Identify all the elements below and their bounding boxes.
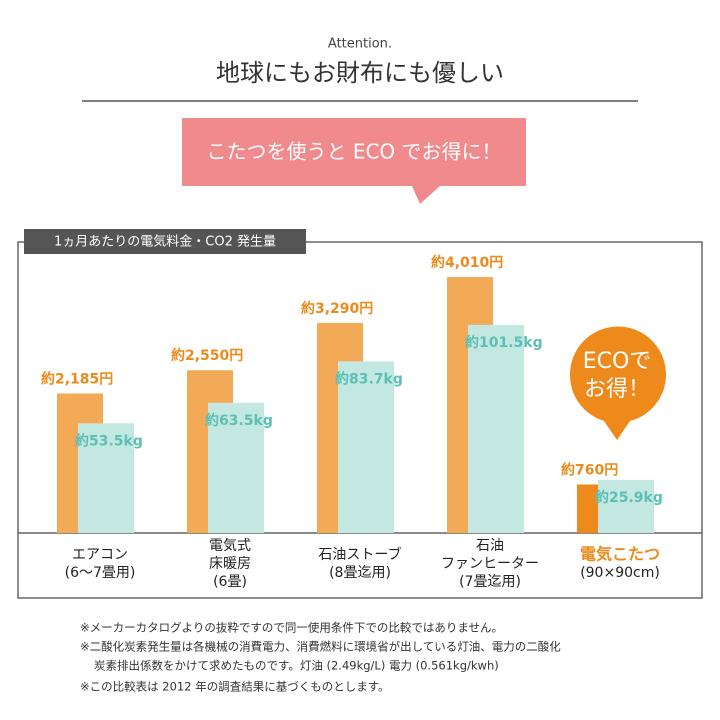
kicker: Attention. (328, 37, 392, 52)
value-label: 約53.5kg (75, 432, 143, 449)
bar (208, 402, 264, 533)
category-label: (8畳迄用) (329, 565, 391, 581)
bar (598, 479, 654, 533)
headline: 地球にもお財布にも優しい (216, 59, 504, 87)
category-label: エアコン (72, 547, 128, 563)
banner (182, 118, 526, 204)
value-label: 約2,550円 (171, 347, 243, 364)
category-label: 石油 (476, 538, 504, 554)
category-label: 電気式 (209, 538, 251, 554)
value-label: 約83.7kg (335, 370, 403, 387)
badge-bubble (569, 326, 666, 440)
badge-text: お得！ (584, 377, 650, 402)
value-label: 約3,290円 (301, 300, 373, 317)
category-label: 床暖房 (209, 556, 251, 572)
note: ※二酸化炭素発生量は各機械の消費電力、消費燃料に環境省が出している灯油、電力の二… (80, 640, 561, 654)
category-label: (90×90cm) (580, 565, 660, 581)
bar (78, 423, 134, 533)
bar (468, 324, 524, 533)
note: ※この比較表は 2012 年の調査結果に基づくものとします。 (80, 680, 390, 694)
chart-tab (24, 229, 306, 254)
note: 炭素排出係数をかけて求めたものです。灯油 (2.49kg/L) 電力 (0.56… (94, 659, 499, 673)
bar (338, 361, 394, 533)
value-label: 約63.5kg (205, 412, 273, 429)
value-label: 約4,010円 (431, 254, 503, 271)
chart-title: 1ヵ月あたりの電気料金・CO2 発生量 (54, 234, 276, 250)
category-label: ファンヒーター (441, 556, 539, 572)
category-label: (6〜7畳用) (65, 565, 136, 581)
badge-text: ECOで (583, 349, 652, 374)
note: ※メーカーカタログよりの抜粋ですので同一使用条件下での比較ではありません。 (80, 621, 503, 635)
value-label: 約101.5kg (465, 334, 543, 351)
category-label: (7畳迄用) (459, 574, 521, 590)
notes: ※メーカーカタログよりの抜粋ですので同一使用条件下での比較ではありません。 ※二酸… (80, 621, 561, 694)
chart-frame (17, 241, 703, 599)
category-label: (6畳) (213, 574, 247, 590)
banner-text: こたつを使うと ECO でお得に！ (206, 140, 501, 164)
category-label: 電気こたつ (580, 545, 660, 564)
value-label: 約2,185円 (41, 371, 113, 388)
value-label: 約25.9kg (595, 489, 663, 506)
value-label: 約760円 (561, 461, 618, 478)
category-label: 石油ストーブ (318, 546, 401, 563)
